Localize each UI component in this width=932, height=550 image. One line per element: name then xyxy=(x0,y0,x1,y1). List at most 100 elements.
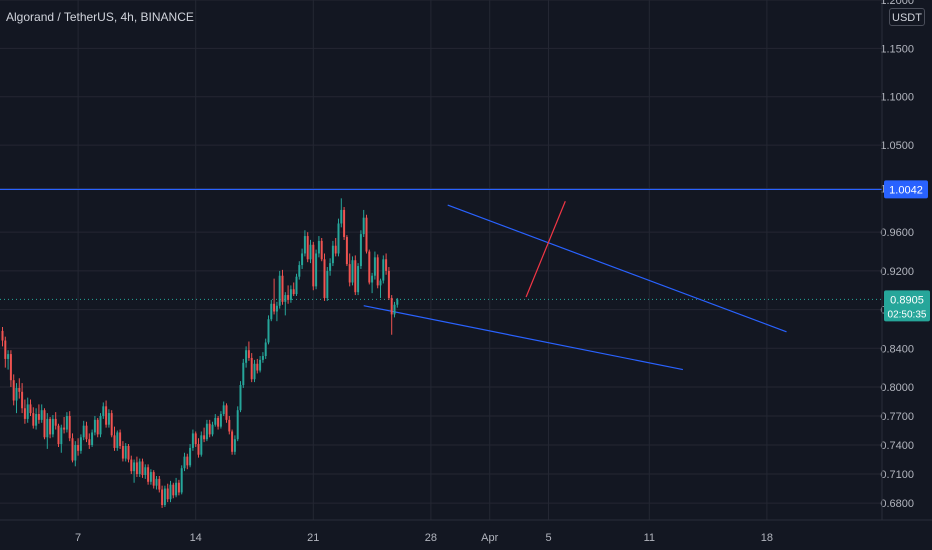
candle-body xyxy=(113,435,116,448)
x-tick-label: 21 xyxy=(307,532,319,544)
candle-body xyxy=(331,245,334,264)
candle-body xyxy=(253,363,256,380)
candle-body xyxy=(177,482,180,493)
candle-body xyxy=(205,423,208,440)
y-tick-label: 0.8400 xyxy=(880,343,914,355)
candle-body xyxy=(259,359,262,371)
candle-body xyxy=(219,414,222,427)
y-tick-label: 0.7700 xyxy=(880,411,914,423)
candle-body xyxy=(396,299,399,305)
candle-body xyxy=(362,217,365,235)
candle-body xyxy=(21,391,24,409)
candle-body xyxy=(105,406,108,425)
candle-body xyxy=(12,380,15,401)
candle-body xyxy=(149,472,152,482)
candle-body xyxy=(138,461,141,475)
candle-body xyxy=(65,416,68,430)
wedge-upper-line[interactable] xyxy=(447,204,787,333)
candle-body xyxy=(247,350,250,358)
y-tick-label: 0.9200 xyxy=(880,266,914,278)
candle-body xyxy=(71,438,74,461)
candle-body xyxy=(169,484,172,500)
symbol-title[interactable]: Algorand / TetherUS, 4h, BINANCE xyxy=(6,10,194,24)
candle-body xyxy=(275,305,278,312)
candle-body xyxy=(77,445,80,451)
candle-body xyxy=(26,404,29,419)
x-tick-label: 14 xyxy=(190,532,202,544)
y-tick-label: 1.1000 xyxy=(880,92,914,104)
candle-body xyxy=(334,245,337,254)
candle-body xyxy=(292,289,295,295)
y-tick-label: 1.2000 xyxy=(880,0,914,7)
candle-body xyxy=(382,259,385,281)
wedge-lower-line[interactable] xyxy=(363,305,684,371)
candle-body xyxy=(348,264,351,283)
candle-body xyxy=(245,350,248,363)
currency-unit-button[interactable]: USDT xyxy=(889,8,925,26)
candle-body xyxy=(189,447,192,466)
y-tick-label: 0.8000 xyxy=(880,382,914,394)
candle-body xyxy=(96,419,99,435)
x-tick-label: 11 xyxy=(644,532,655,544)
candle-body xyxy=(15,387,18,401)
candle-body xyxy=(172,484,175,496)
candle-body xyxy=(166,488,169,500)
candle-body xyxy=(152,472,155,486)
candle-body xyxy=(68,416,71,439)
candle-body xyxy=(29,404,32,414)
candle-body xyxy=(40,410,43,420)
candle-body xyxy=(18,387,21,392)
breakout-arrow-line[interactable] xyxy=(525,201,566,298)
candle-body xyxy=(85,425,88,440)
candle-body xyxy=(155,478,158,486)
candle-body xyxy=(231,431,234,452)
candle-body xyxy=(79,437,82,451)
candle-body xyxy=(63,427,66,430)
candle-body xyxy=(315,253,318,287)
candle-body xyxy=(343,209,346,238)
candle-body xyxy=(130,459,133,472)
candle-body xyxy=(197,444,200,455)
y-tick-label: 0.7400 xyxy=(880,440,914,452)
candle-body xyxy=(256,363,259,371)
candle-body xyxy=(250,357,253,380)
candle-body xyxy=(135,462,138,475)
candle-body xyxy=(116,432,119,448)
candle-body xyxy=(323,259,326,298)
x-tick-label: 7 xyxy=(75,532,81,544)
candle-body xyxy=(270,303,273,320)
candle-body xyxy=(32,413,35,426)
candle-body xyxy=(225,405,228,420)
candle-body xyxy=(306,236,309,260)
candle-body xyxy=(301,253,304,266)
candle-body xyxy=(82,425,85,438)
candle-body xyxy=(228,419,231,432)
candle-body xyxy=(233,439,236,452)
candle-body xyxy=(222,405,225,415)
candle-body xyxy=(191,433,194,448)
candle-body xyxy=(102,406,105,416)
candle-body xyxy=(147,467,150,482)
bar-countdown-label: 02:50:35 xyxy=(888,309,927,320)
candle-body xyxy=(208,423,211,435)
candle-body xyxy=(180,468,183,493)
horizontal-line-price-label: 1.0042 xyxy=(889,184,923,196)
candle-body xyxy=(141,461,144,476)
candle-body xyxy=(379,280,382,286)
candle-body xyxy=(354,260,357,293)
candle-body xyxy=(163,488,166,506)
y-tick-label: 0.6800 xyxy=(880,498,914,510)
y-tick-label: 1.0500 xyxy=(880,140,914,152)
x-tick-label: 28 xyxy=(425,532,437,544)
candle-body xyxy=(368,251,371,283)
candle-body xyxy=(186,456,189,466)
candle-body xyxy=(390,297,393,315)
candle-body xyxy=(326,270,329,298)
candle-body xyxy=(373,257,376,276)
last-price-tag xyxy=(884,290,930,322)
candle-body xyxy=(9,354,12,381)
candle-body xyxy=(91,432,94,446)
candle-body xyxy=(359,234,362,267)
